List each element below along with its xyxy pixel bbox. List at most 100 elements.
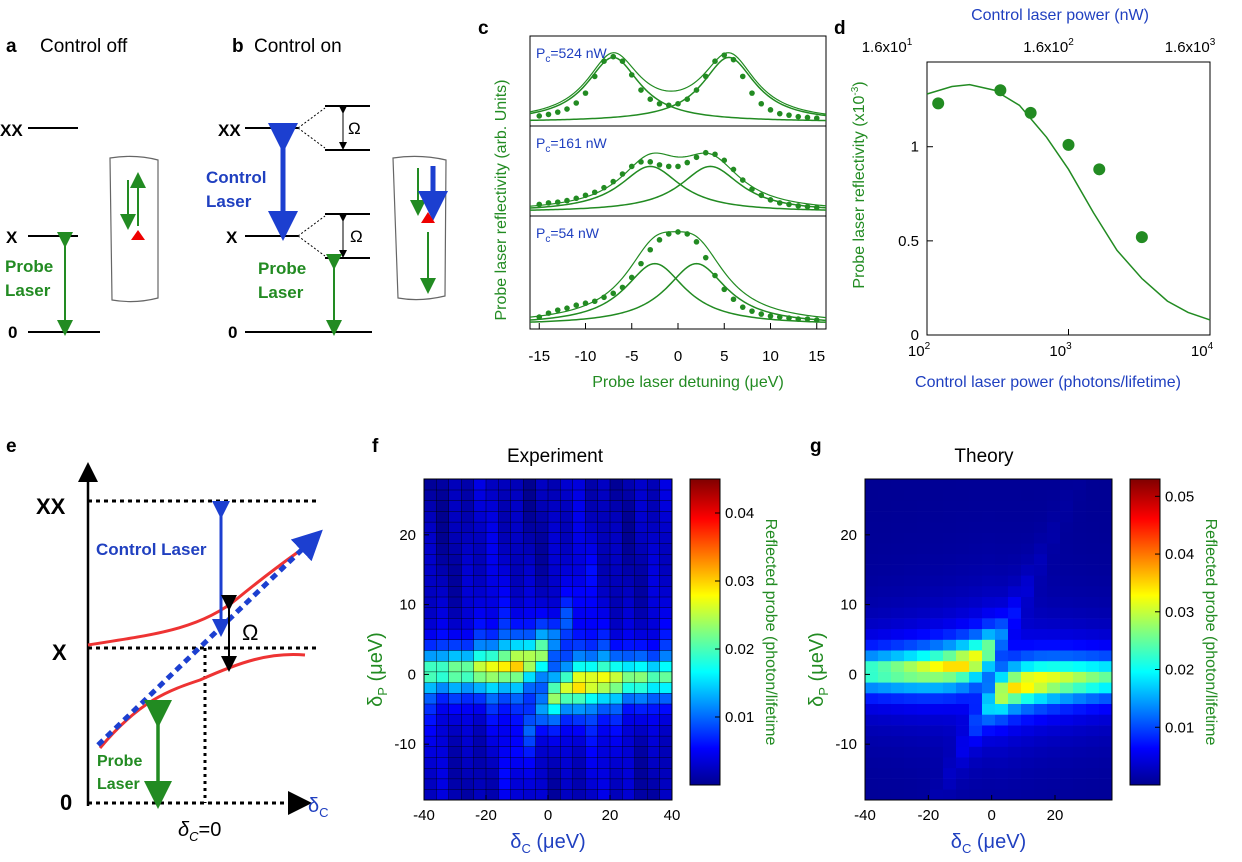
heatmap-cell	[865, 511, 879, 523]
heatmap-cell	[865, 607, 879, 619]
heatmap-cell	[436, 521, 450, 533]
d-data-point	[932, 97, 945, 110]
heatmap-cell	[448, 543, 462, 555]
heatmap-cell	[1034, 757, 1048, 769]
heatmap-cell	[473, 735, 487, 747]
heatmap-cell	[423, 532, 437, 544]
heatmap-cell	[510, 671, 524, 683]
heatmap-cell	[878, 746, 892, 758]
heatmap-cell	[1021, 596, 1035, 608]
heatmap-cell	[865, 639, 879, 651]
heatmap-cell	[572, 489, 586, 501]
heatmap-cell	[547, 607, 561, 619]
heatmap-cell	[1086, 596, 1100, 608]
heatmap-cell	[547, 478, 561, 491]
heatmap-cell	[510, 789, 524, 801]
heatmap-cell	[572, 778, 586, 790]
heatmap-cell	[597, 478, 611, 491]
heatmap-cell	[982, 618, 996, 630]
c-data-point	[675, 100, 681, 107]
heatmap-cell	[930, 693, 944, 704]
heatmap-cell	[547, 553, 561, 566]
heatmap-cell	[1008, 628, 1022, 640]
heatmap-cell	[622, 596, 636, 608]
heatmap-cell	[461, 607, 475, 619]
c-data-point	[665, 163, 672, 170]
heatmap-cell	[647, 650, 661, 662]
heatmap-cell	[956, 618, 970, 630]
heatmap-cell	[956, 703, 970, 715]
heatmap-cell	[461, 682, 475, 694]
heatmap-cell	[917, 553, 931, 565]
heatmap-cell	[585, 650, 599, 662]
upper-branch-curve	[87, 550, 299, 647]
heatmap-cell	[647, 724, 661, 737]
probe-label-a-line2: Laser	[5, 281, 51, 300]
heatmap-cell	[622, 532, 636, 544]
heatmap-cell	[1086, 735, 1100, 747]
heatmap-cell	[498, 692, 512, 705]
heatmap-cell	[1047, 735, 1061, 747]
heatmap-cell	[609, 724, 623, 737]
heatmap-cell	[423, 575, 437, 587]
heatmap-cell	[560, 724, 574, 737]
heatmap-cell	[634, 639, 648, 651]
heatmap-cell	[448, 585, 462, 598]
heatmap-cell	[572, 564, 586, 576]
heatmap-cell	[485, 553, 499, 566]
heatmap-cell	[891, 532, 905, 544]
heatmap-cell	[597, 692, 611, 705]
panel-letter-c: c	[478, 18, 489, 39]
heatmap-cell	[647, 703, 661, 715]
heatmap-cell	[585, 671, 599, 683]
heatmap-cell	[930, 511, 944, 523]
d-xtick-top-base: 1.6x10	[1023, 39, 1068, 56]
heatmap-cell	[982, 660, 996, 672]
heatmap-xlabel-unit: (μeV)	[971, 831, 1026, 853]
panel-letter-g: g	[810, 436, 822, 457]
heatmap-cell	[956, 757, 970, 769]
heatmap-cell	[634, 735, 648, 747]
heatmap-cell	[448, 735, 462, 747]
heatmap-cell	[904, 500, 918, 512]
heatmap-cell	[597, 746, 611, 758]
level-x-e: X	[52, 640, 67, 665]
heatmap-cell	[1073, 564, 1087, 576]
panel-letter-f: f	[372, 436, 379, 457]
heatmap-cell	[436, 639, 450, 651]
heatmap-cell	[547, 500, 561, 512]
heatmap-cell	[535, 596, 549, 608]
d-ylabel-group: Probe laser reflectivity (x10-3)	[850, 81, 868, 288]
heatmap-cell	[473, 575, 487, 587]
heatmap-cell	[982, 532, 996, 544]
c-data-point	[536, 201, 543, 208]
heatmap-cell	[865, 682, 879, 694]
heatmap-cell	[647, 757, 661, 769]
heatmap-cell	[473, 767, 487, 780]
heatmap-cell	[1047, 564, 1061, 576]
heatmap-cell	[448, 510, 462, 523]
heatmap-cell	[510, 532, 524, 544]
c-data-point	[647, 159, 654, 165]
heatmap-cell	[917, 489, 931, 501]
heatmap-cell	[1060, 757, 1074, 769]
heatmap-cell	[597, 532, 611, 544]
heatmap-cell	[609, 692, 623, 705]
heatmap-cell	[572, 607, 586, 619]
heatmap-cell	[917, 607, 931, 619]
heatmap-cell	[585, 510, 599, 523]
heatmap-cell	[597, 714, 611, 726]
heatmap-cell	[523, 639, 537, 651]
heatmap-cell	[659, 789, 673, 801]
heatmap-cell	[436, 564, 450, 576]
heatmap-cell	[917, 511, 931, 523]
heatmap-cell	[634, 724, 648, 737]
heatmap-cell	[943, 757, 957, 769]
c-data-point	[628, 274, 635, 281]
c-data-point	[628, 72, 635, 78]
heatmap-cell	[647, 607, 661, 619]
heatmap-cell	[1047, 693, 1061, 704]
d-xtick-top-label: 1.6x103	[1165, 37, 1216, 56]
